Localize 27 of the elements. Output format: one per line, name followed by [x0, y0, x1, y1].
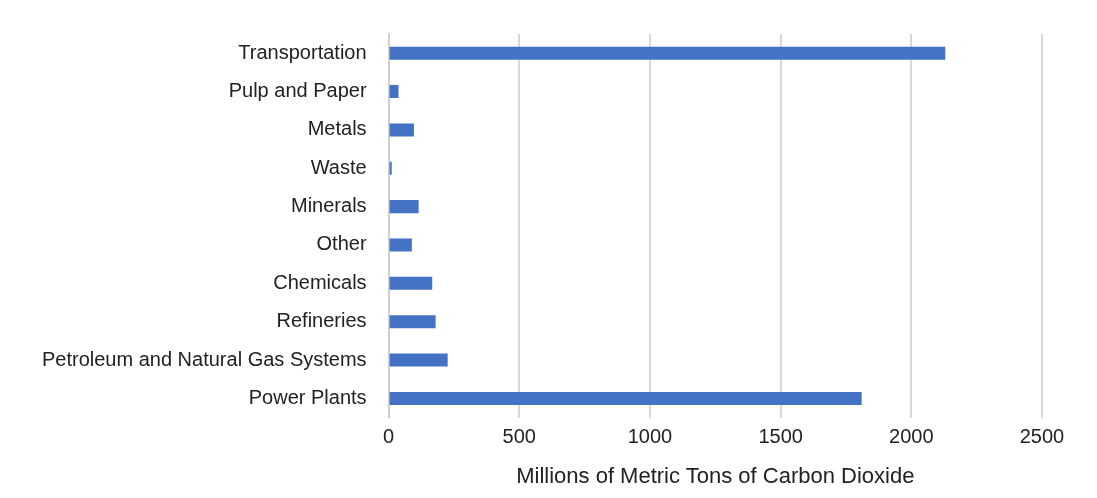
y-tick-label: Power Plants	[248, 385, 367, 408]
x-tick-label: 1500	[758, 425, 803, 448]
x-tick-label: 2000	[889, 425, 934, 448]
bar	[389, 123, 414, 137]
y-tick-label: Other	[316, 232, 367, 255]
bar	[389, 315, 436, 329]
bar	[389, 200, 419, 214]
y-tick-label: Petroleum and Natural Gas Systems	[41, 347, 367, 370]
y-tick-label: Metals	[307, 117, 367, 140]
y-tick-label: Refineries	[276, 309, 367, 332]
x-tick-label: 0	[383, 425, 395, 448]
bar	[389, 238, 412, 252]
y-tick-label: Transportation	[238, 40, 367, 63]
y-tick-label: Pulp and Paper	[228, 79, 367, 102]
x-tick-label: 1000	[627, 425, 673, 448]
bar	[389, 391, 862, 405]
bar	[389, 353, 448, 367]
x-tick-label: 2500	[1019, 425, 1065, 448]
x-axis-title: Millions of Metric Tons of Carbon Dioxide	[516, 462, 915, 488]
bar	[389, 85, 399, 99]
bar	[389, 161, 392, 175]
y-tick-label: Minerals	[291, 194, 367, 217]
bar	[389, 46, 946, 60]
y-tick-label: Chemicals	[273, 270, 367, 293]
x-tick-label: 500	[502, 425, 536, 448]
bar	[389, 276, 433, 290]
y-tick-label: Waste	[310, 155, 367, 178]
